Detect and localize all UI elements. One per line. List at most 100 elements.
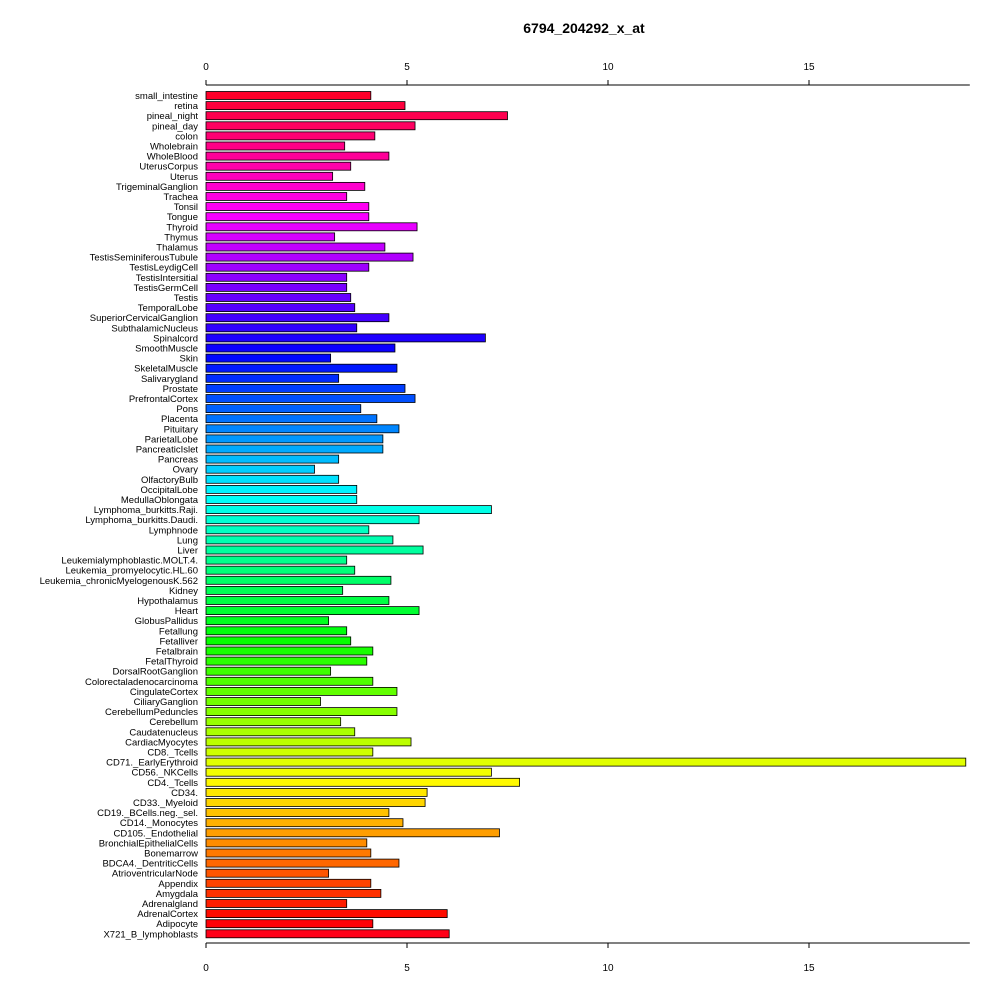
category-label: colon (175, 131, 198, 142)
category-label: CiliaryGanglion (134, 697, 198, 708)
category-label: CingulateCortex (130, 687, 198, 698)
bar (205, 262, 370, 272)
category-label: WholeBlood (147, 152, 198, 163)
bar (205, 484, 358, 494)
bar (205, 404, 362, 414)
category-label: AtrioventricularNode (112, 869, 198, 880)
category-label: Prostate (163, 384, 198, 395)
bar (205, 666, 332, 676)
bar (205, 818, 404, 828)
category-label: retina (174, 101, 198, 112)
category-label: SuperiorCervicalGanglion (90, 313, 198, 324)
bar (205, 545, 424, 555)
category-label: CD34. (171, 788, 198, 799)
bar (205, 596, 390, 605)
category-label: SkeletalMuscle (134, 364, 198, 375)
category-label: OccipitalLobe (140, 485, 198, 496)
bar (205, 707, 398, 716)
bar (205, 757, 967, 767)
category-label: AdrenalCortex (137, 909, 198, 920)
category-label: TestisIntersitial (136, 273, 198, 284)
category-label: Thalamus (156, 243, 198, 254)
bar (205, 586, 344, 595)
x-axis-top: 0 5 10 15 (203, 62, 970, 86)
bar (205, 212, 370, 222)
bar (205, 767, 492, 777)
category-label: Skin (180, 354, 198, 365)
bar (205, 777, 520, 787)
bar (205, 717, 342, 727)
category-label: ParietalLobe (145, 434, 198, 445)
category-label: Ovary (173, 465, 199, 476)
category-label: Bonemarrow (144, 849, 198, 860)
bar (205, 737, 412, 747)
bar (205, 626, 348, 636)
category-label: Pituitary (164, 424, 199, 435)
category-label: Hypothalamus (137, 596, 198, 607)
bar (205, 272, 348, 282)
category-label: Heart (175, 606, 199, 617)
category-label: Colorectaladenocarcinoma (85, 677, 199, 688)
category-label: Fetalbrain (156, 647, 198, 658)
category-label: CD71._EarlyErythroid (106, 758, 198, 769)
category-label: SubthalamicNucleus (111, 323, 198, 334)
bar (205, 232, 336, 242)
tick-label: 0 (203, 62, 209, 73)
category-label: PancreaticIslet (136, 445, 199, 456)
bar (205, 333, 486, 343)
bar (205, 676, 374, 686)
category-label: Lymphnode (149, 525, 198, 536)
category-label: Pons (176, 404, 198, 415)
category-label: small_intestine (135, 91, 198, 102)
category-label: Fetalliver (159, 636, 198, 647)
category-label: X721_B_lymphoblasts (103, 929, 198, 940)
bar (205, 303, 356, 313)
category-label: Salivarygland (141, 374, 198, 385)
bar (205, 555, 348, 565)
bar (205, 929, 450, 939)
category-label: FetalThyroid (145, 657, 198, 668)
bar (205, 111, 508, 121)
category-label: TestisSeminiferousTubule (90, 253, 198, 264)
category-label: Uterus (170, 172, 198, 183)
bar (205, 242, 386, 252)
bar (205, 91, 372, 100)
category-label: Spinalcord (153, 333, 198, 344)
bar (205, 383, 406, 393)
bar (205, 788, 428, 797)
bar (205, 808, 390, 817)
bar (205, 474, 340, 484)
tick-label: 15 (803, 963, 815, 974)
category-label: CD56._NKCells (131, 768, 198, 779)
tick-label: 10 (602, 62, 614, 73)
bar (205, 515, 420, 525)
category-label: Testis (174, 293, 199, 304)
category-label: DorsalRootGanglion (112, 667, 198, 678)
bar (205, 161, 352, 171)
category-label: CD33._Myeloid (133, 798, 198, 809)
bar (205, 798, 426, 807)
category-label: BronchialEpithelialCells (99, 838, 199, 849)
category-label: Lung (177, 535, 198, 546)
bar (205, 444, 384, 454)
category-label: TrigeminalGanglion (116, 182, 198, 193)
category-label: Adrenalgland (142, 899, 198, 910)
bar (205, 616, 330, 626)
bar (205, 697, 321, 706)
bar (205, 131, 376, 141)
bar (205, 222, 418, 232)
bar (205, 353, 332, 363)
tick-label: 0 (203, 963, 209, 974)
category-label: Amygdala (156, 889, 199, 900)
category-label: CD14._Monocytes (120, 818, 198, 829)
bar (205, 727, 356, 737)
category-label: Liver (177, 546, 198, 557)
bar (205, 434, 384, 444)
category-label: UterusCorpus (139, 162, 198, 173)
bar (205, 121, 416, 131)
bar (205, 323, 358, 333)
bar (205, 343, 396, 353)
bar (205, 282, 348, 292)
category-label: OlfactoryBulb (141, 475, 198, 486)
bar (205, 373, 340, 383)
